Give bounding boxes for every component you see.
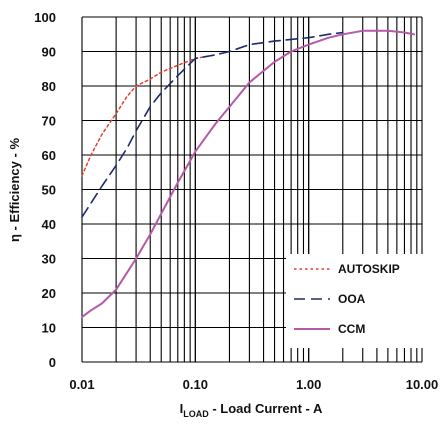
x-tick-label: 1.00 <box>296 377 321 392</box>
legend-label-ooa: OOA <box>338 292 366 306</box>
series-line-autoskip <box>81 54 217 177</box>
x-axis-label-main: I <box>180 401 184 416</box>
legend-label-autoskip: AUTOSKIP <box>338 262 400 276</box>
legend: AUTOSKIP OOA CCM <box>286 254 424 348</box>
x-tick-label: 10.00 <box>406 377 439 392</box>
series-lines <box>81 29 415 319</box>
x-axis-label-sub: LOAD <box>183 409 209 419</box>
y-tick-label: 0 <box>49 355 56 370</box>
y-tick-label: 60 <box>42 148 56 163</box>
series-line-ccm <box>81 29 415 319</box>
x-tick-label: 0.10 <box>183 377 208 392</box>
x-axis-label-rest: - Load Current - A <box>209 401 323 416</box>
y-tick-label: 10 <box>42 321 56 336</box>
y-tick-label: 80 <box>42 79 56 94</box>
series-line-ooa <box>81 31 344 218</box>
y-tick-label: 20 <box>42 286 56 301</box>
y-axis-label: η - Efficiency - % <box>7 138 22 242</box>
tick-labels: 0 10 20 30 40 50 60 70 80 90 100 0.01 0.10 1.00 10.00 <box>34 10 438 392</box>
x-tick-label: 0.01 <box>69 377 94 392</box>
legend-box <box>286 254 424 348</box>
y-tick-label: 40 <box>42 217 56 232</box>
y-tick-label: 90 <box>42 45 56 60</box>
y-tick-label: 50 <box>42 183 56 198</box>
y-tick-label: 70 <box>42 114 56 129</box>
y-tick-label: 100 <box>34 10 56 25</box>
y-tick-label: 30 <box>42 252 56 267</box>
x-axis-label: ILOAD - Load Current - A <box>180 401 323 419</box>
legend-label-ccm: CCM <box>338 322 365 336</box>
